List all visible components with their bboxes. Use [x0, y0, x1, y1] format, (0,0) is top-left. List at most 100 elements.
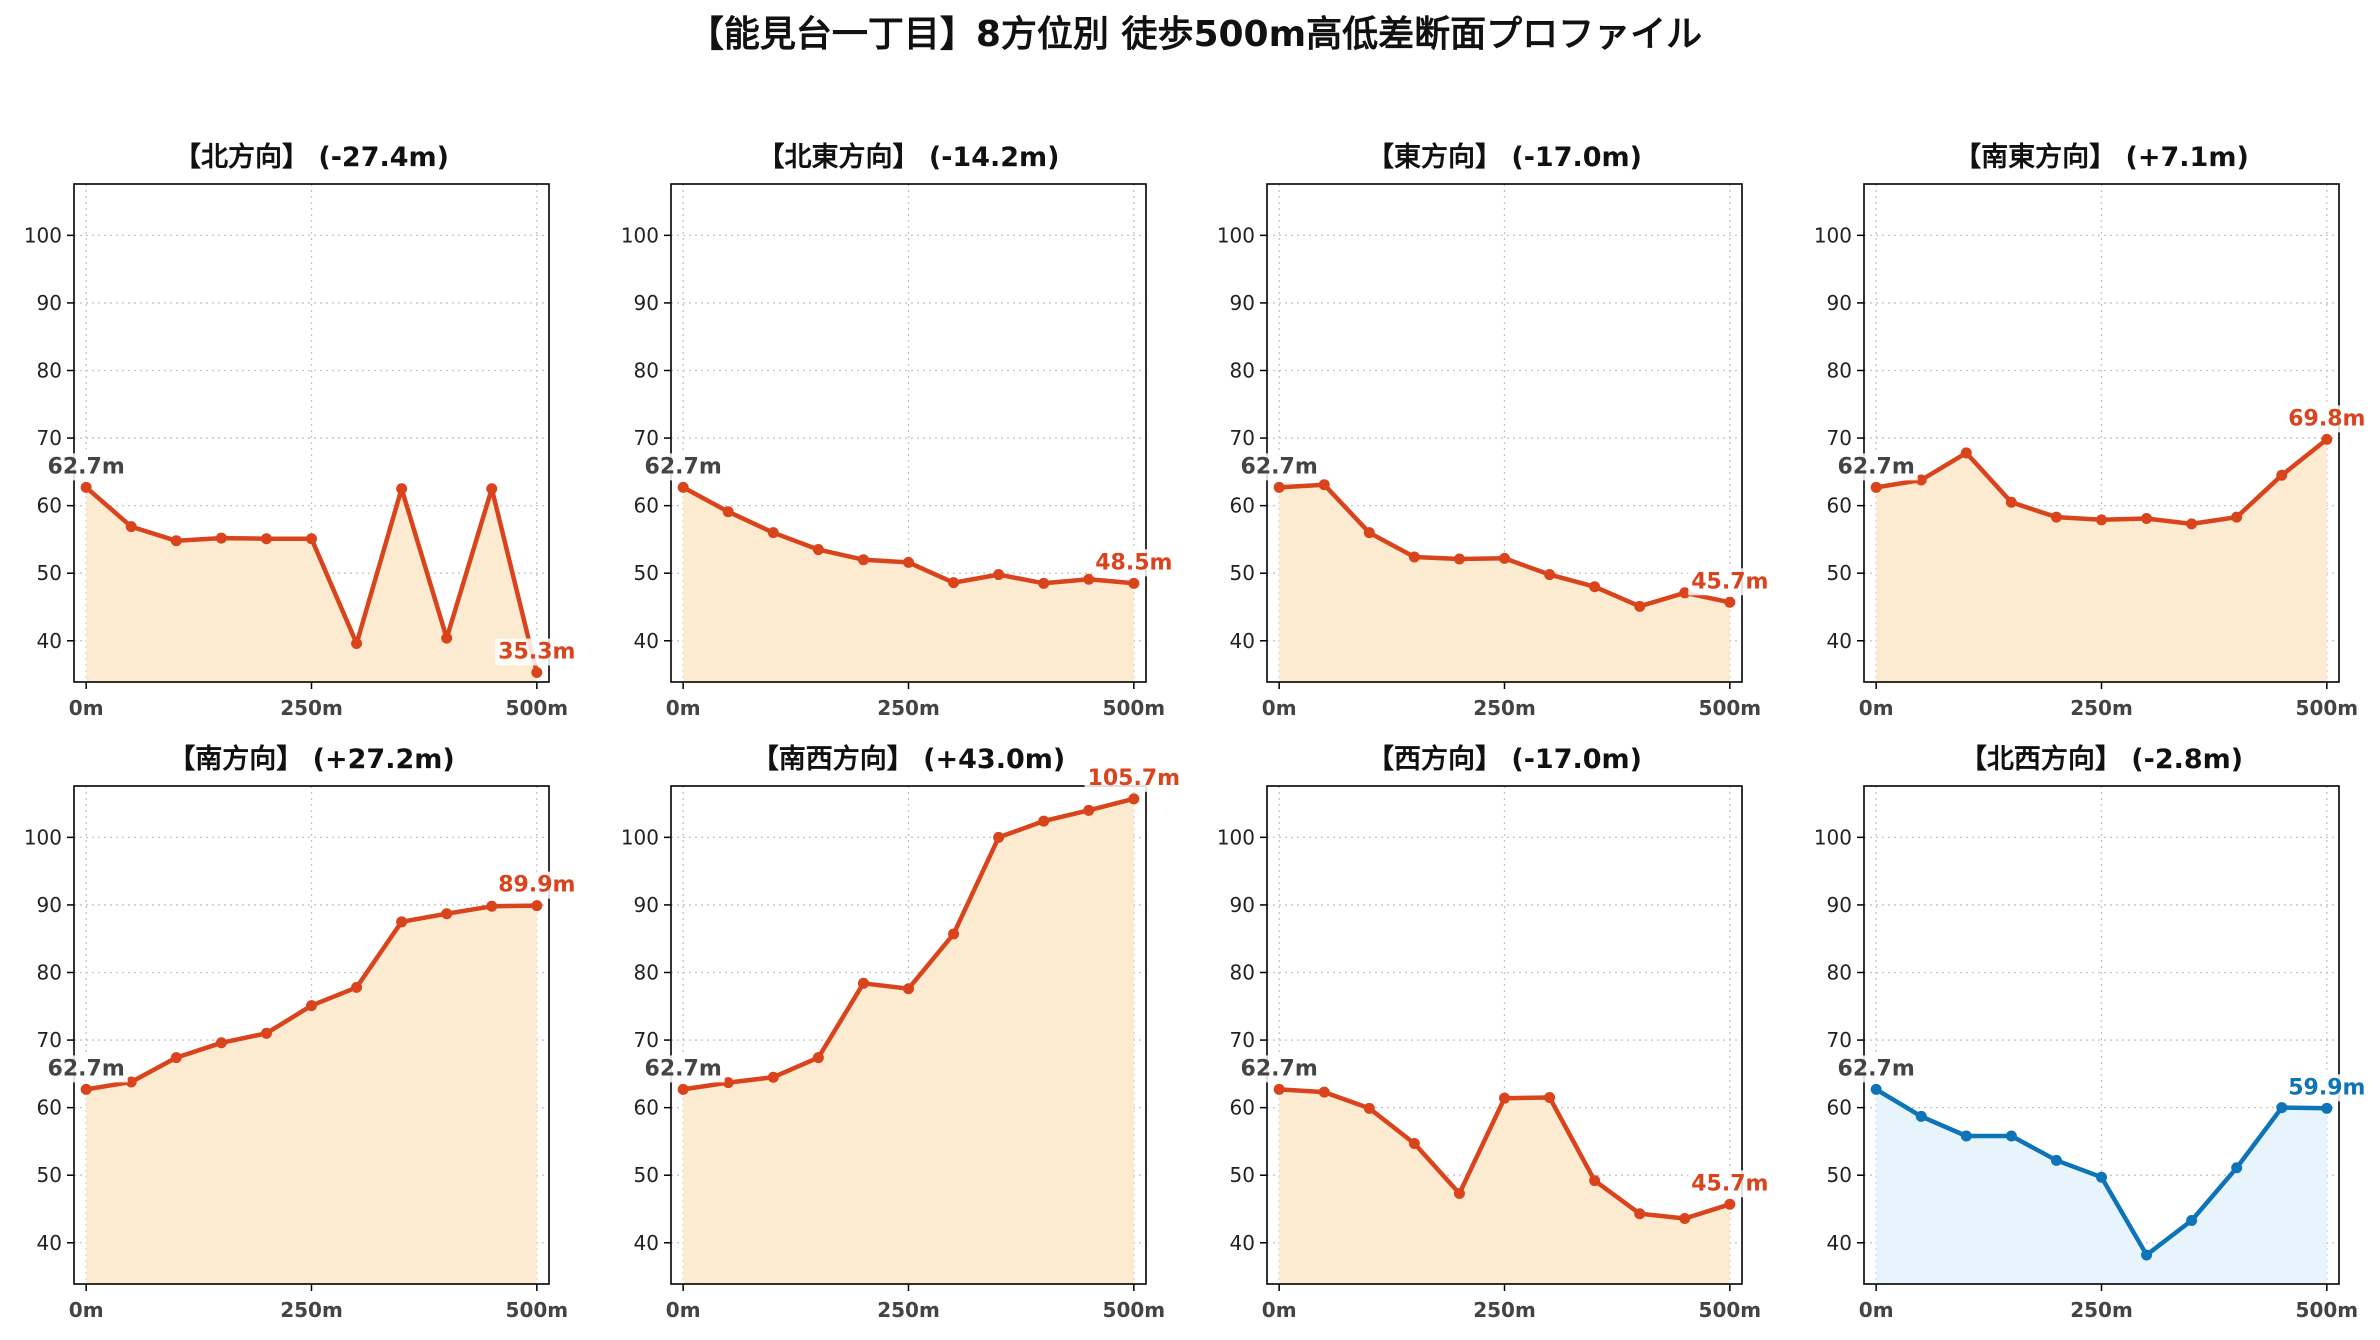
data-point — [2005, 1130, 2017, 1142]
data-point — [1679, 587, 1691, 599]
subplot-title: 【北東方向】 (-14.2m) — [757, 141, 1059, 173]
x-tick-label: 250m — [2070, 1298, 2133, 1322]
data-point — [857, 977, 869, 989]
y-tick-label: 50 — [634, 1163, 659, 1187]
point-label-background — [1092, 549, 1176, 577]
y-tick-label: 70 — [634, 1028, 659, 1052]
elevation-area-fill — [86, 487, 537, 682]
data-point — [2096, 514, 2107, 526]
data-point — [396, 916, 408, 928]
y-tick-label: 80 — [634, 358, 659, 382]
data-point — [2321, 1102, 2333, 1114]
y-tick-label: 40 — [37, 629, 62, 653]
data-point — [993, 569, 1005, 581]
y-tick-label: 40 — [1230, 1231, 1255, 1255]
x-tick-label: 0m — [1859, 696, 1894, 720]
y-tick-label: 90 — [37, 893, 62, 917]
data-point — [1724, 596, 1736, 608]
data-point — [2096, 1171, 2107, 1183]
data-point — [306, 533, 317, 545]
data-point — [1083, 573, 1095, 585]
start-elevation-label: 62.7m — [645, 1056, 722, 1081]
data-point — [722, 1077, 734, 1089]
point-label-background — [44, 453, 128, 481]
subplot-title: 【西方向】 (-17.0m) — [1367, 743, 1642, 775]
data-point — [1634, 600, 1646, 612]
x-tick-label: 500m — [2296, 1298, 2359, 1322]
y-tick-label: 60 — [634, 1096, 659, 1120]
point-label-background — [2285, 1074, 2369, 1102]
start-elevation-label: 62.7m — [1838, 454, 1915, 479]
data-point — [1273, 1083, 1285, 1095]
y-tick-label: 90 — [37, 291, 62, 315]
y-tick-label: 70 — [1230, 426, 1255, 450]
y-tick-label: 100 — [1814, 223, 1852, 247]
data-point — [1870, 1083, 1882, 1095]
data-point — [1915, 474, 1927, 486]
x-tick-label: 0m — [1262, 1298, 1297, 1322]
x-tick-label: 0m — [666, 1298, 701, 1322]
y-tick-label: 90 — [634, 291, 659, 315]
end-elevation-label: 105.7m — [1088, 766, 1181, 791]
data-point — [1679, 1212, 1691, 1224]
y-tick-label: 50 — [1827, 1163, 1852, 1187]
subplot-title: 【南東方向】 (+7.1m) — [1954, 141, 2249, 173]
y-tick-label: 80 — [1827, 358, 1852, 382]
elevation-area-fill — [86, 905, 537, 1284]
data-point — [260, 533, 272, 545]
data-point — [396, 483, 408, 495]
data-point — [948, 577, 960, 589]
data-point — [1038, 815, 1050, 827]
subplot-title: 【南西方向】 (+43.0m) — [752, 743, 1065, 775]
start-elevation-label: 62.7m — [645, 454, 722, 479]
data-point — [2321, 433, 2333, 445]
data-point — [1273, 481, 1285, 493]
data-point — [2050, 1154, 2062, 1166]
data-point — [1960, 1130, 1972, 1142]
data-point — [1499, 1092, 1510, 1104]
y-tick-label: 60 — [1230, 1096, 1255, 1120]
point-label-background — [1834, 453, 1918, 481]
data-point — [1363, 1102, 1375, 1114]
y-tick-label: 100 — [621, 223, 659, 247]
y-tick-label: 70 — [1827, 1028, 1852, 1052]
elevation-area-fill — [1279, 484, 1730, 682]
data-point — [486, 900, 498, 912]
x-tick-label: 250m — [280, 1298, 343, 1322]
x-tick-label: 500m — [2296, 696, 2359, 720]
y-tick-label: 50 — [1827, 561, 1852, 585]
y-tick-label: 50 — [37, 561, 62, 585]
subplot-east: 40 50 60 70 80 90 100 0m 250m 500m 【東方向】 (-17.0m) 6… — [1217, 141, 1772, 720]
data-point — [2231, 511, 2243, 523]
point-label-background — [1688, 1170, 1772, 1198]
point-label-background — [495, 871, 579, 899]
point-label-background — [1237, 1055, 1321, 1083]
subplot-northwest: 40 50 60 70 80 90 100 0m 250m 500m 【北西方向】 (-2.8m) 6… — [1814, 743, 2369, 1322]
data-point — [903, 983, 914, 995]
subplot-northeast: 40 50 60 70 80 90 100 0m 250m 500m 【北東方向】 (-14.2m)… — [621, 141, 1176, 720]
subplot-title: 【東方向】 (-17.0m) — [1367, 141, 1642, 173]
y-tick-label: 40 — [634, 629, 659, 653]
data-point — [1318, 479, 1330, 491]
data-point — [351, 637, 363, 649]
data-point — [1038, 577, 1050, 589]
start-elevation-label: 62.7m — [1838, 1056, 1915, 1081]
x-tick-label: 250m — [280, 696, 343, 720]
y-tick-label: 80 — [37, 358, 62, 382]
data-point — [677, 481, 689, 493]
y-tick-label: 60 — [1827, 494, 1852, 518]
subplot-title: 【北西方向】 (-2.8m) — [1960, 743, 2243, 775]
point-label-background — [1834, 1055, 1918, 1083]
y-tick-label: 80 — [1827, 960, 1852, 984]
data-point — [2186, 518, 2198, 530]
data-point — [1870, 481, 1882, 493]
x-tick-label: 0m — [69, 696, 104, 720]
y-tick-label: 60 — [1230, 494, 1255, 518]
point-label-background — [1237, 453, 1321, 481]
data-point — [215, 532, 227, 544]
data-point — [1544, 569, 1556, 581]
data-point — [2141, 1249, 2153, 1261]
y-tick-label: 50 — [1230, 561, 1255, 585]
y-tick-label: 90 — [1827, 291, 1852, 315]
